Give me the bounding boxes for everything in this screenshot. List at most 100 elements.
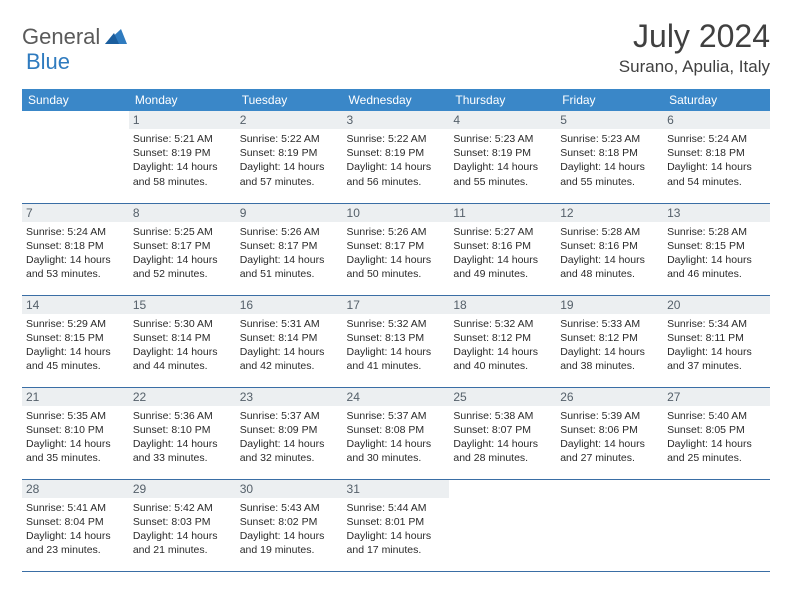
- day-details: Sunrise: 5:23 AMSunset: 8:18 PMDaylight:…: [560, 132, 659, 189]
- calendar-row: 28 Sunrise: 5:41 AMSunset: 8:04 PMDayligh…: [22, 479, 770, 571]
- day-number: 18: [449, 296, 556, 314]
- weekday-header: Friday: [556, 89, 663, 111]
- day-details: Sunrise: 5:28 AMSunset: 8:15 PMDaylight:…: [667, 225, 766, 282]
- day-number: 13: [663, 204, 770, 222]
- calendar-cell: [556, 479, 663, 571]
- calendar-cell: 5 Sunrise: 5:23 AMSunset: 8:18 PMDaylight…: [556, 111, 663, 203]
- logo-word-blue: Blue: [26, 49, 70, 74]
- day-number: 26: [556, 388, 663, 406]
- day-number: 4: [449, 111, 556, 129]
- calendar-cell: 24 Sunrise: 5:37 AMSunset: 8:08 PMDayligh…: [343, 387, 450, 479]
- day-details: Sunrise: 5:41 AMSunset: 8:04 PMDaylight:…: [26, 501, 125, 558]
- calendar-cell: [663, 479, 770, 571]
- calendar-cell: 23 Sunrise: 5:37 AMSunset: 8:09 PMDayligh…: [236, 387, 343, 479]
- day-details: Sunrise: 5:26 AMSunset: 8:17 PMDaylight:…: [347, 225, 446, 282]
- calendar-cell: [449, 479, 556, 571]
- weekday-header: Wednesday: [343, 89, 450, 111]
- month-title: July 2024: [619, 18, 770, 55]
- calendar-cell: 18 Sunrise: 5:32 AMSunset: 8:12 PMDayligh…: [449, 295, 556, 387]
- day-details: Sunrise: 5:25 AMSunset: 8:17 PMDaylight:…: [133, 225, 232, 282]
- calendar-cell: 19 Sunrise: 5:33 AMSunset: 8:12 PMDayligh…: [556, 295, 663, 387]
- calendar-row: 1 Sunrise: 5:21 AMSunset: 8:19 PMDaylight…: [22, 111, 770, 203]
- weekday-header-row: SundayMondayTuesdayWednesdayThursdayFrid…: [22, 89, 770, 111]
- calendar-cell: 13 Sunrise: 5:28 AMSunset: 8:15 PMDayligh…: [663, 203, 770, 295]
- calendar-cell: 25 Sunrise: 5:38 AMSunset: 8:07 PMDayligh…: [449, 387, 556, 479]
- day-details: Sunrise: 5:24 AMSunset: 8:18 PMDaylight:…: [26, 225, 125, 282]
- calendar-row: 14 Sunrise: 5:29 AMSunset: 8:15 PMDayligh…: [22, 295, 770, 387]
- day-details: Sunrise: 5:26 AMSunset: 8:17 PMDaylight:…: [240, 225, 339, 282]
- calendar-cell: 7Sunrise: 5:24 AMSunset: 8:18 PMDaylight…: [22, 203, 129, 295]
- day-number: 28: [22, 480, 129, 498]
- day-details: Sunrise: 5:34 AMSunset: 8:11 PMDaylight:…: [667, 317, 766, 374]
- logo: General: [22, 18, 129, 50]
- day-details: Sunrise: 5:37 AMSunset: 8:08 PMDaylight:…: [347, 409, 446, 466]
- day-number: 30: [236, 480, 343, 498]
- calendar-cell: 1 Sunrise: 5:21 AMSunset: 8:19 PMDaylight…: [129, 111, 236, 203]
- location-text: Surano, Apulia, Italy: [619, 57, 770, 77]
- day-number: 8: [129, 204, 236, 222]
- day-number: 19: [556, 296, 663, 314]
- day-number: 31: [343, 480, 450, 498]
- calendar-cell: 27 Sunrise: 5:40 AMSunset: 8:05 PMDayligh…: [663, 387, 770, 479]
- day-details: Sunrise: 5:32 AMSunset: 8:12 PMDaylight:…: [453, 317, 552, 374]
- day-details: Sunrise: 5:36 AMSunset: 8:10 PMDaylight:…: [133, 409, 232, 466]
- weekday-header: Sunday: [22, 89, 129, 111]
- calendar-cell: 10 Sunrise: 5:26 AMSunset: 8:17 PMDayligh…: [343, 203, 450, 295]
- day-details: Sunrise: 5:21 AMSunset: 8:19 PMDaylight:…: [133, 132, 232, 189]
- day-number: 24: [343, 388, 450, 406]
- calendar-cell: 26 Sunrise: 5:39 AMSunset: 8:06 PMDayligh…: [556, 387, 663, 479]
- day-number: 12: [556, 204, 663, 222]
- day-details: Sunrise: 5:40 AMSunset: 8:05 PMDaylight:…: [667, 409, 766, 466]
- day-number: 10: [343, 204, 450, 222]
- day-number: 20: [663, 296, 770, 314]
- calendar-cell: 8 Sunrise: 5:25 AMSunset: 8:17 PMDaylight…: [129, 203, 236, 295]
- day-details: Sunrise: 5:35 AMSunset: 8:10 PMDaylight:…: [26, 409, 125, 466]
- day-details: Sunrise: 5:32 AMSunset: 8:13 PMDaylight:…: [347, 317, 446, 374]
- day-details: Sunrise: 5:39 AMSunset: 8:06 PMDaylight:…: [560, 409, 659, 466]
- day-number: 1: [129, 111, 236, 129]
- calendar-cell: 22Sunrise: 5:36 AMSunset: 8:10 PMDayligh…: [129, 387, 236, 479]
- day-details: Sunrise: 5:27 AMSunset: 8:16 PMDaylight:…: [453, 225, 552, 282]
- day-number: 23: [236, 388, 343, 406]
- day-details: Sunrise: 5:31 AMSunset: 8:14 PMDaylight:…: [240, 317, 339, 374]
- calendar-cell: 15Sunrise: 5:30 AMSunset: 8:14 PMDayligh…: [129, 295, 236, 387]
- day-number: 5: [556, 111, 663, 129]
- calendar-cell: 30 Sunrise: 5:43 AMSunset: 8:02 PMDayligh…: [236, 479, 343, 571]
- calendar-body: 1 Sunrise: 5:21 AMSunset: 8:19 PMDaylight…: [22, 111, 770, 571]
- day-details: Sunrise: 5:43 AMSunset: 8:02 PMDaylight:…: [240, 501, 339, 558]
- calendar-cell: 3Sunrise: 5:22 AMSunset: 8:19 PMDaylight…: [343, 111, 450, 203]
- calendar-cell: 20 Sunrise: 5:34 AMSunset: 8:11 PMDayligh…: [663, 295, 770, 387]
- calendar-cell: 6 Sunrise: 5:24 AMSunset: 8:18 PMDaylight…: [663, 111, 770, 203]
- day-number: 27: [663, 388, 770, 406]
- calendar-cell: 2Sunrise: 5:22 AMSunset: 8:19 PMDaylight…: [236, 111, 343, 203]
- calendar-cell: 16 Sunrise: 5:31 AMSunset: 8:14 PMDayligh…: [236, 295, 343, 387]
- calendar-cell: 17 Sunrise: 5:32 AMSunset: 8:13 PMDayligh…: [343, 295, 450, 387]
- day-number: 16: [236, 296, 343, 314]
- day-number: 6: [663, 111, 770, 129]
- day-details: Sunrise: 5:23 AMSunset: 8:19 PMDaylight:…: [453, 132, 552, 189]
- logo-word-general: General: [22, 24, 100, 50]
- day-details: Sunrise: 5:37 AMSunset: 8:09 PMDaylight:…: [240, 409, 339, 466]
- day-number: 17: [343, 296, 450, 314]
- day-details: Sunrise: 5:44 AMSunset: 8:01 PMDaylight:…: [347, 501, 446, 558]
- calendar-cell: 28 Sunrise: 5:41 AMSunset: 8:04 PMDayligh…: [22, 479, 129, 571]
- calendar-cell: 11 Sunrise: 5:27 AMSunset: 8:16 PMDayligh…: [449, 203, 556, 295]
- title-block: July 2024 Surano, Apulia, Italy: [619, 18, 770, 77]
- calendar-cell: 29Sunrise: 5:42 AMSunset: 8:03 PMDayligh…: [129, 479, 236, 571]
- day-number: 9: [236, 204, 343, 222]
- calendar-table: SundayMondayTuesdayWednesdayThursdayFrid…: [22, 89, 770, 572]
- weekday-header: Thursday: [449, 89, 556, 111]
- day-details: Sunrise: 5:38 AMSunset: 8:07 PMDaylight:…: [453, 409, 552, 466]
- day-details: Sunrise: 5:29 AMSunset: 8:15 PMDaylight:…: [26, 317, 125, 374]
- calendar-cell: 12Sunrise: 5:28 AMSunset: 8:16 PMDayligh…: [556, 203, 663, 295]
- calendar-cell: 31 Sunrise: 5:44 AMSunset: 8:01 PMDayligh…: [343, 479, 450, 571]
- day-number: 2: [236, 111, 343, 129]
- day-details: Sunrise: 5:24 AMSunset: 8:18 PMDaylight:…: [667, 132, 766, 189]
- day-number: 25: [449, 388, 556, 406]
- calendar-cell: 21Sunrise: 5:35 AMSunset: 8:10 PMDayligh…: [22, 387, 129, 479]
- weekday-header: Saturday: [663, 89, 770, 111]
- day-number: 11: [449, 204, 556, 222]
- day-number: 14: [22, 296, 129, 314]
- day-details: Sunrise: 5:33 AMSunset: 8:12 PMDaylight:…: [560, 317, 659, 374]
- weekday-header: Monday: [129, 89, 236, 111]
